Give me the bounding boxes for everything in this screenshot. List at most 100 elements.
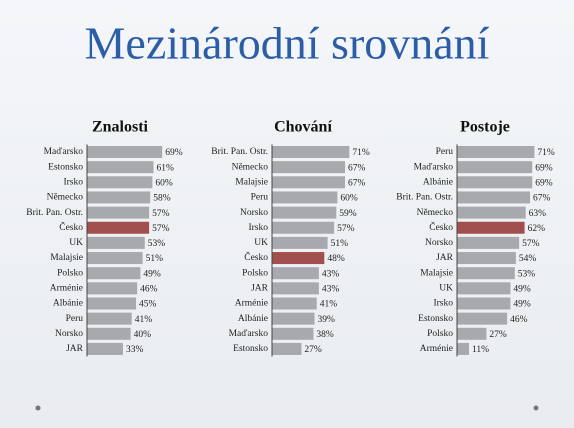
value-label: 27%	[489, 330, 507, 340]
category-label: Irsko	[433, 299, 453, 309]
category-label: Polsko	[427, 329, 453, 339]
category-label: UK	[69, 238, 83, 248]
bar	[457, 327, 487, 340]
category-label: UK	[254, 238, 268, 248]
category-label: Brit. Pan. Ostr.	[396, 193, 453, 203]
category-label: Brit. Pan. Ostr.	[26, 208, 83, 218]
value-label: 57%	[152, 209, 170, 219]
category-label: JAR	[251, 284, 269, 294]
bar	[87, 327, 131, 340]
bar	[272, 267, 319, 280]
bar	[272, 146, 350, 158]
bar	[457, 252, 516, 265]
chart-title: Znalosti	[92, 119, 149, 136]
value-label: 11%	[472, 345, 489, 355]
value-label: 43%	[322, 285, 340, 295]
category-label: Estonsko	[233, 344, 268, 354]
bar	[87, 206, 150, 219]
bar	[272, 221, 335, 234]
value-label: 53%	[518, 269, 536, 279]
slide-title: Mezinárodní srovnání	[85, 18, 490, 69]
bar	[272, 342, 302, 355]
category-label: Maďarsko	[44, 147, 84, 157]
value-label: 51%	[331, 239, 349, 249]
value-label: 46%	[510, 315, 528, 325]
value-label: 61%	[156, 163, 174, 173]
category-label: Estonsko	[418, 314, 453, 324]
category-label: Arménie	[235, 299, 268, 309]
bar	[457, 176, 533, 189]
category-label: Peru	[251, 193, 269, 203]
bar	[272, 191, 338, 204]
value-label: 33%	[126, 345, 144, 355]
category-label: Malajsie	[420, 268, 453, 278]
bar	[87, 176, 153, 189]
bar	[272, 297, 317, 310]
bar	[87, 252, 143, 265]
bar	[457, 312, 508, 325]
category-label: Malajsie	[50, 253, 83, 263]
decor-dot	[35, 405, 41, 411]
category-label: Peru	[436, 147, 454, 157]
category-label: Norsko	[425, 238, 453, 248]
category-label: Albánie	[238, 314, 268, 324]
bar	[457, 342, 469, 355]
value-label: 60%	[340, 194, 358, 204]
bar	[272, 176, 346, 189]
value-label: 67%	[533, 194, 551, 204]
category-label: Česko	[244, 251, 268, 263]
bar	[457, 161, 533, 174]
category-label: Německo	[232, 162, 269, 172]
value-label: 45%	[139, 300, 157, 310]
value-label: 39%	[318, 315, 336, 325]
category-label: JAR	[436, 253, 454, 263]
bar	[457, 146, 535, 158]
category-label: Irsko	[63, 177, 83, 187]
bar	[87, 297, 137, 310]
category-label: Norsko	[240, 208, 268, 218]
value-label: 38%	[316, 330, 334, 340]
bar	[272, 161, 346, 174]
value-label: 41%	[135, 315, 153, 325]
category-label: Německo	[47, 193, 84, 203]
bar	[457, 236, 520, 249]
decor-dot	[533, 405, 539, 411]
value-label: 48%	[327, 254, 345, 264]
bar	[87, 221, 150, 234]
bar	[272, 236, 328, 249]
category-label: Arménie	[420, 344, 453, 354]
bar	[457, 191, 531, 204]
value-label: 49%	[513, 285, 531, 295]
chart-title: Chování	[274, 119, 332, 136]
category-label: Estonsko	[48, 162, 83, 172]
category-label: Německo	[417, 208, 454, 218]
bar	[87, 312, 132, 325]
category-label: Albánie	[53, 299, 83, 309]
bar	[457, 282, 511, 295]
bar	[87, 267, 141, 280]
bar	[87, 161, 154, 174]
value-label: 40%	[134, 330, 152, 340]
value-label: 59%	[339, 209, 357, 219]
value-label: 63%	[529, 209, 547, 219]
category-label: UK	[439, 284, 453, 294]
value-label: 41%	[320, 300, 338, 310]
value-label: 57%	[522, 239, 540, 249]
category-label: Brit. Pan. Ostr.	[211, 147, 268, 157]
value-label: 57%	[337, 224, 355, 234]
value-label: 71%	[537, 148, 555, 158]
bar	[87, 146, 163, 158]
value-label: 69%	[535, 178, 553, 188]
bar	[457, 267, 515, 280]
bar	[272, 327, 314, 340]
category-label: Peru	[66, 314, 84, 324]
bar	[87, 191, 151, 204]
value-label: 69%	[535, 163, 553, 173]
category-label: Česko	[429, 221, 453, 233]
bar	[87, 282, 138, 295]
category-label: Maďarsko	[229, 329, 269, 339]
value-label: 49%	[513, 300, 531, 310]
bar	[457, 221, 525, 234]
bar	[272, 252, 325, 265]
